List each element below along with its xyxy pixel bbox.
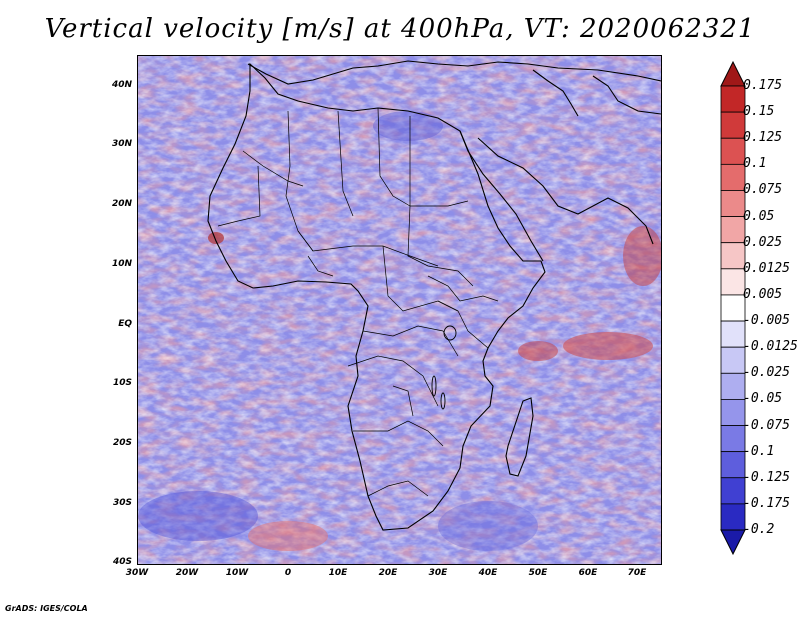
colorbar-segment bbox=[720, 85, 746, 113]
lon-label-20w: 20W bbox=[175, 568, 199, 578]
colorbar-segment bbox=[720, 268, 746, 296]
colorbar-segment bbox=[720, 320, 746, 348]
lon-label-30e: 30E bbox=[428, 568, 448, 578]
colorbar-segment bbox=[720, 294, 746, 322]
colorbar-segment bbox=[720, 190, 746, 217]
colorbar-segment bbox=[720, 503, 746, 531]
colorbar-segment bbox=[720, 242, 746, 270]
lon-label-50e: 50E bbox=[528, 568, 548, 578]
colorbar-tick-label: -0.125 bbox=[743, 469, 790, 485]
colorbar-tick-label: -0.025 bbox=[743, 365, 790, 381]
lon-label-10w: 10W bbox=[225, 568, 249, 578]
colorbar-tick-label: -0.1 bbox=[743, 443, 775, 459]
colorbar-tick-label: -0.075 bbox=[743, 417, 790, 433]
lon-label-20e: 20E bbox=[378, 568, 398, 578]
lon-label-40e: 40E bbox=[478, 568, 498, 578]
colorbar-tick-label: 0.175 bbox=[743, 78, 783, 93]
lat-label-20s: 20S bbox=[112, 438, 132, 448]
chart-title: Vertical velocity [m/s] at 400hPa, VT: 2… bbox=[44, 14, 756, 44]
colorbar-segment bbox=[720, 372, 746, 400]
colorbar-segment bbox=[720, 111, 746, 139]
velocity-map bbox=[138, 56, 661, 564]
lat-label-30n: 30N bbox=[111, 139, 132, 149]
lat-label-10n: 10N bbox=[111, 259, 132, 269]
colorbar-segment bbox=[720, 399, 746, 426]
lat-label-30s: 30S bbox=[112, 498, 132, 508]
country-borders bbox=[217, 107, 499, 497]
lon-label-60e: 60E bbox=[578, 568, 598, 578]
colorbar-segment bbox=[720, 137, 746, 165]
colorbar-segment bbox=[720, 216, 746, 244]
colorbar-tick-label: 0.005 bbox=[743, 286, 783, 302]
colorbar-tick-label: -0.175 bbox=[743, 495, 790, 511]
lon-label-10e: 10E bbox=[328, 568, 348, 578]
lon-label-0: 0 bbox=[284, 568, 292, 578]
colorbar-tick-label: 0.0125 bbox=[743, 260, 790, 276]
colorbar-tick-label: 0.15 bbox=[743, 104, 775, 120]
colorbar-tick-label: -0.05 bbox=[743, 391, 783, 407]
colorbar-tick-label: 0.025 bbox=[743, 234, 783, 250]
lon-label-70e: 70E bbox=[627, 568, 647, 578]
colorbar-segment bbox=[720, 529, 746, 556]
lon-label-30w: 30W bbox=[125, 568, 149, 578]
lat-label-10s: 10S bbox=[112, 378, 132, 388]
lat-label-20n: 20N bbox=[111, 199, 132, 209]
colorbar-tick-label: -0.0125 bbox=[743, 339, 798, 355]
colorbar-tick-label: 0.075 bbox=[743, 182, 783, 198]
colorbar-segment bbox=[720, 60, 746, 87]
colorbar-segment bbox=[720, 425, 746, 453]
colorbar-tick-label: 0.05 bbox=[743, 208, 775, 224]
colorbar-segment bbox=[720, 477, 746, 505]
colorbar-segment bbox=[720, 163, 746, 191]
colorbar-tick-label: -0.005 bbox=[743, 313, 790, 329]
coastline bbox=[207, 60, 661, 531]
lat-label-eq: EQ bbox=[118, 319, 132, 329]
lat-label-40s: 40S bbox=[112, 557, 132, 567]
grads-credit: GrADS: IGES/COLA bbox=[5, 604, 88, 613]
colorbar-segment bbox=[720, 346, 746, 374]
lat-label-40n: 40N bbox=[111, 80, 132, 90]
colorbar bbox=[720, 60, 746, 556]
colorbar-tick-label: 0.1 bbox=[743, 156, 767, 172]
colorbar-tick-label: 0.125 bbox=[743, 130, 783, 146]
colorbar-segment bbox=[720, 451, 746, 479]
map-panel bbox=[137, 55, 662, 565]
colorbar-tick-label: -0.2 bbox=[743, 522, 775, 537]
